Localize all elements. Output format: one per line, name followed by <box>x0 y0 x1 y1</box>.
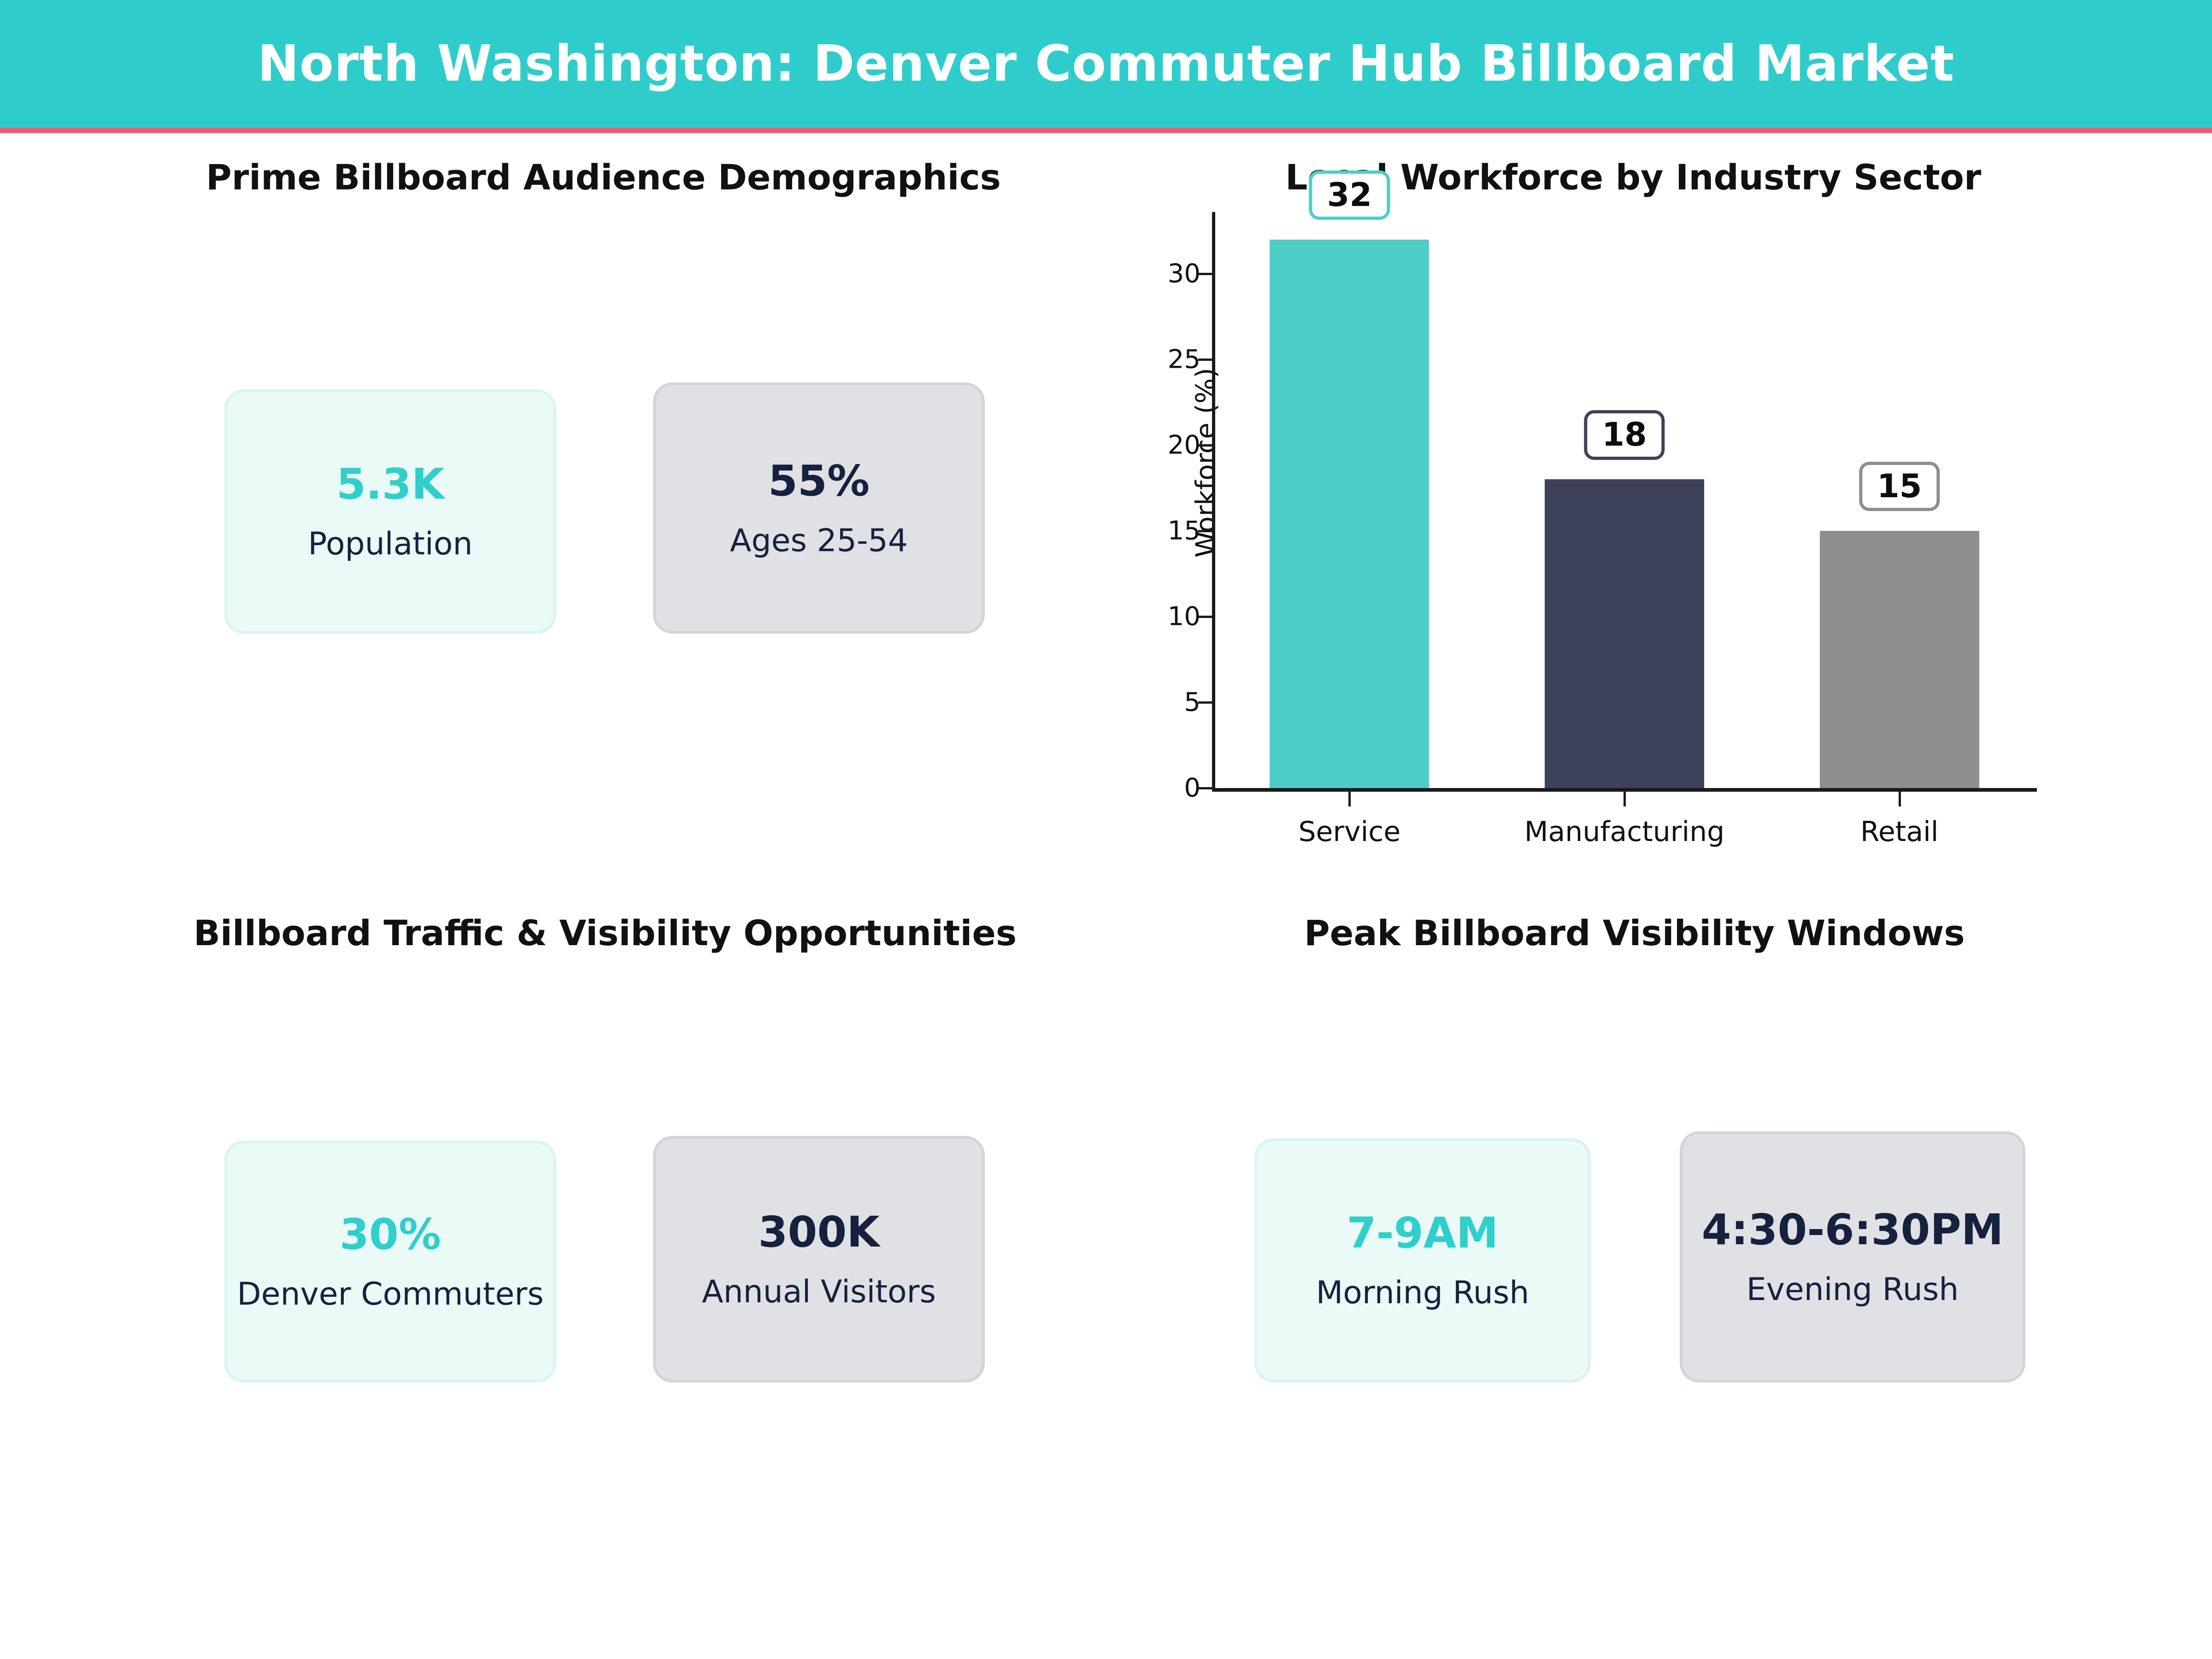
chart-x-axis-line <box>1212 788 2037 792</box>
chart-bar-value-badge: 15 <box>1859 461 1940 512</box>
chart-x-tick-label: Service <box>1298 816 1401 848</box>
panel-title-visibility: Peak Billboard Visibility Windows <box>1304 912 1965 953</box>
kpi-label-denver-commuters: Denver Commuters <box>237 1276 544 1312</box>
chart-y-tick-label: 0 <box>1184 773 1200 803</box>
kpi-value-population: 5.3K <box>336 459 445 509</box>
chart-y-tick-label: 20 <box>1167 430 1200 460</box>
kpi-label-annual-visitors: Annual Visitors <box>702 1273 936 1310</box>
kpi-label-evening-rush: Evening Rush <box>1746 1271 1959 1308</box>
chart-y-tick <box>1198 272 1212 275</box>
chart-y-tick-label: 30 <box>1167 259 1200 289</box>
kpi-card-evening-rush: 4:30-6:30PM Evening Rush <box>1680 1131 2025 1382</box>
header-accent-bar <box>0 128 2212 133</box>
kpi-value-morning-rush: 7-9AM <box>1347 1208 1499 1258</box>
kpi-value-ages: 55% <box>768 456 870 506</box>
kpi-value-annual-visitors: 300K <box>758 1207 880 1257</box>
chart-y-tick <box>1198 529 1212 532</box>
chart-x-tick <box>1898 792 1901 806</box>
chart-x-tick-label: Manufacturing <box>1524 816 1725 848</box>
kpi-value-denver-commuters: 30% <box>339 1209 441 1259</box>
chart-y-tick <box>1198 615 1212 618</box>
chart-y-axis-line <box>1212 212 1215 788</box>
kpi-label-morning-rush: Morning Rush <box>1316 1275 1530 1311</box>
chart-y-tick-label: 15 <box>1167 516 1200 546</box>
kpi-card-denver-commuters: 30% Denver Commuters <box>224 1141 556 1382</box>
kpi-card-population: 5.3K Population <box>224 389 556 634</box>
kpi-label-population: Population <box>308 526 473 562</box>
chart-bar[interactable] <box>1819 530 1979 788</box>
page-header: North Washington: Denver Commuter Hub Bi… <box>0 0 2212 128</box>
panel-title-demographics: Prime Billboard Audience Demographics <box>206 157 1001 198</box>
kpi-card-morning-rush: 7-9AM Morning Rush <box>1254 1138 1591 1382</box>
chart-y-tick <box>1198 358 1212 361</box>
chart-y-tick-label: 25 <box>1167 344 1200 375</box>
page-title: North Washington: Denver Commuter Hub Bi… <box>257 35 1955 93</box>
chart-y-tick <box>1198 701 1212 704</box>
chart-y-tick <box>1198 444 1212 447</box>
kpi-card-ages: 55% Ages 25-54 <box>653 382 985 634</box>
chart-x-tick <box>1624 792 1626 806</box>
chart-x-tick <box>1348 792 1351 806</box>
chart-y-tick <box>1198 787 1212 789</box>
chart-bar[interactable] <box>1270 239 1430 788</box>
chart-y-tick-label: 10 <box>1167 601 1200 632</box>
kpi-card-annual-visitors: 300K Annual Visitors <box>653 1136 985 1382</box>
chart-y-tick-label: 5 <box>1184 687 1200 718</box>
panel-title-traffic: Billboard Traffic & Visibility Opportuni… <box>194 912 1017 953</box>
kpi-label-ages: Ages 25-54 <box>729 522 908 559</box>
kpi-value-evening-rush: 4:30-6:30PM <box>1701 1205 2004 1254</box>
workforce-bar-chart: Workforce (%) 0 5 10 15 20 25 30 32 Service 18 Man… <box>1129 170 2055 848</box>
chart-bar-value-badge: 18 <box>1584 410 1665 460</box>
panel-title-workforce: Local Workforce by Industry Sector <box>1285 157 1982 198</box>
chart-plot-area: 0 5 10 15 20 25 30 32 Service 18 Manufacturing 15 Re… <box>1168 170 2037 848</box>
chart-x-tick-label: Retail <box>1860 816 1939 848</box>
chart-bar[interactable] <box>1544 479 1705 788</box>
chart-bar-value-badge: 32 <box>1309 170 1390 220</box>
